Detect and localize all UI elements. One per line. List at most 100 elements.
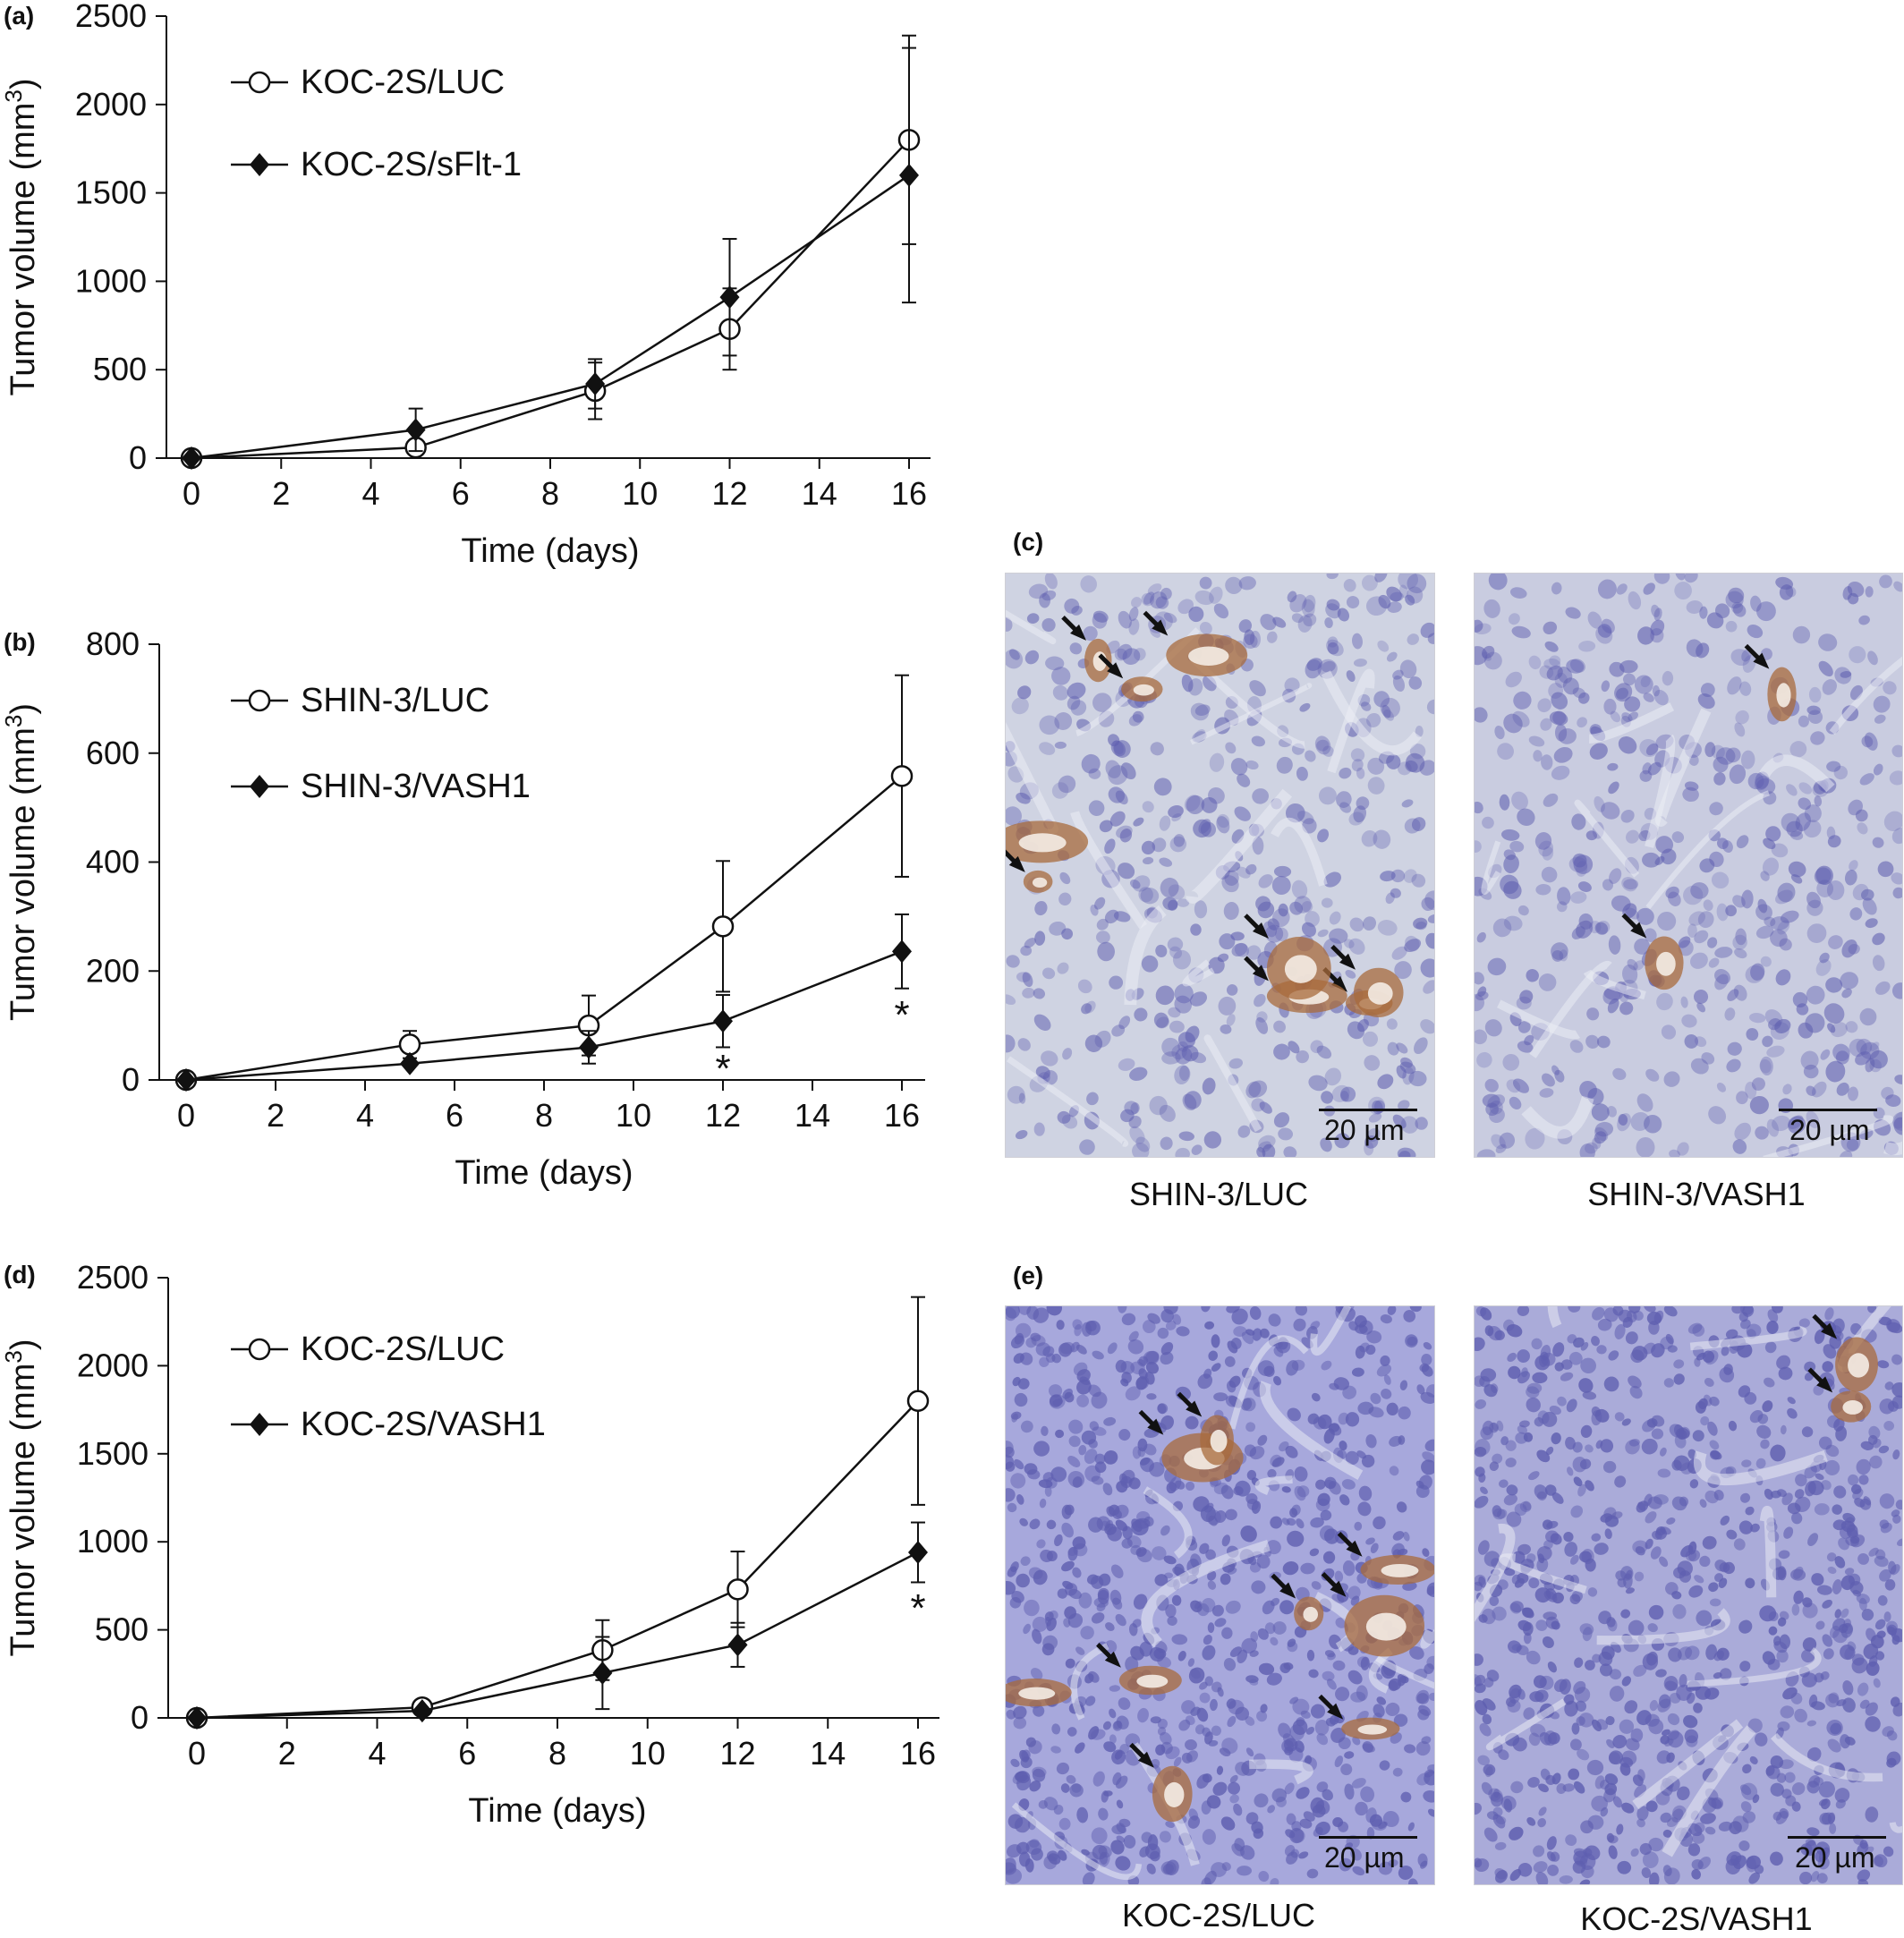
nucleus [1492, 918, 1512, 938]
nucleus [1109, 1685, 1121, 1692]
nucleus [1068, 1435, 1081, 1448]
arrow-marker [1107, 662, 1124, 679]
nucleus [1023, 1623, 1032, 1635]
nucleus [1133, 1594, 1148, 1610]
nucleus [1559, 1875, 1573, 1884]
nucleus [1294, 1485, 1306, 1501]
nucleus [1806, 705, 1821, 716]
nucleus [1257, 1628, 1269, 1640]
nucleus [1542, 1073, 1555, 1087]
nucleus [1258, 1871, 1270, 1883]
nucleus [1042, 1346, 1055, 1357]
nucleus [1825, 1060, 1846, 1083]
stroma [1763, 1115, 1894, 1157]
nucleus [1609, 1750, 1623, 1765]
nucleus [1264, 924, 1284, 943]
nucleus [1281, 1486, 1291, 1493]
nucleus [1033, 1122, 1045, 1136]
nucleus [1204, 1321, 1215, 1330]
nucleus [1272, 616, 1287, 628]
nucleus [1594, 1543, 1609, 1555]
nucleus [1621, 877, 1637, 892]
nucleus [1551, 692, 1568, 710]
nucleus [1857, 1553, 1869, 1565]
nucleus [1844, 1736, 1856, 1746]
nucleus [1377, 640, 1390, 652]
data-point [405, 418, 426, 442]
nucleus [1793, 1590, 1804, 1604]
nucleus [1841, 988, 1852, 999]
nucleus [1324, 1067, 1342, 1086]
nucleus [1059, 871, 1071, 885]
nucleus [1358, 1320, 1373, 1335]
nucleus [1612, 1735, 1628, 1749]
y-tick-label: 2500 [77, 1259, 149, 1296]
nucleus [1489, 1461, 1500, 1472]
nucleus [1118, 1306, 1127, 1313]
nucleus [1019, 1517, 1028, 1526]
nucleus [1664, 1680, 1679, 1691]
nucleus [1834, 1556, 1846, 1568]
nucleus [1167, 1616, 1177, 1626]
nucleus [1366, 713, 1381, 727]
nucleus [1897, 1538, 1902, 1547]
nucleus [1010, 1411, 1022, 1420]
nucleus [1539, 665, 1554, 679]
nucleus [1522, 1500, 1532, 1511]
nucleus [1211, 1363, 1221, 1372]
micrograph-image [1006, 574, 1434, 1157]
nucleus [1570, 1554, 1579, 1565]
nucleus [1855, 1051, 1872, 1066]
nucleus [1636, 1806, 1649, 1821]
nucleus [1415, 1480, 1424, 1489]
nucleus [1721, 1346, 1730, 1356]
nucleus [1475, 1857, 1483, 1868]
arrow-marker [1630, 922, 1647, 939]
nucleus [1163, 1555, 1177, 1565]
nucleus [1284, 1845, 1296, 1857]
nucleus [1591, 1795, 1609, 1812]
nucleus [1365, 1344, 1376, 1356]
stroma [1143, 1486, 1193, 1559]
nucleus [1688, 1585, 1704, 1598]
nucleus [1073, 1362, 1088, 1376]
stroma [1070, 1643, 1109, 1721]
nucleus [1891, 744, 1902, 758]
nucleus [1196, 1773, 1210, 1789]
nucleus [1475, 707, 1488, 723]
nucleus [1211, 1604, 1224, 1617]
stroma [1124, 905, 1167, 1006]
nucleus [1368, 1112, 1382, 1123]
nucleus [1308, 1075, 1328, 1092]
nucleus [1262, 1600, 1275, 1615]
nucleus [1072, 1567, 1082, 1578]
nucleus [1766, 1118, 1780, 1137]
nucleus [1028, 583, 1049, 599]
stroma [1596, 1608, 1730, 1645]
nucleus [1784, 1772, 1796, 1783]
nucleus [1764, 916, 1776, 927]
nucleus [1833, 765, 1848, 780]
nucleus [1554, 724, 1568, 742]
nucleus [1517, 1021, 1531, 1033]
nucleus [1246, 945, 1262, 960]
y-tick-label: 1000 [75, 262, 147, 299]
nucleus [1291, 1829, 1305, 1843]
nucleus [1625, 829, 1640, 844]
nucleus [1840, 1608, 1849, 1619]
nucleus [1235, 1706, 1250, 1721]
nucleus [1017, 1378, 1030, 1390]
nucleus [1684, 1729, 1699, 1744]
arrow-marker [1339, 953, 1356, 970]
nucleus [1252, 1328, 1262, 1341]
nucleus [1634, 675, 1653, 694]
nucleus [1088, 1726, 1100, 1740]
nucleus [1351, 1367, 1364, 1377]
nucleus [1077, 979, 1092, 994]
series-line [196, 1551, 919, 1720]
nucleus [1490, 1791, 1503, 1807]
x-tick-label: 2 [278, 1735, 296, 1772]
arrow-shaft [1098, 653, 1116, 671]
nucleus [1606, 1738, 1615, 1748]
nucleus [1253, 1828, 1264, 1840]
